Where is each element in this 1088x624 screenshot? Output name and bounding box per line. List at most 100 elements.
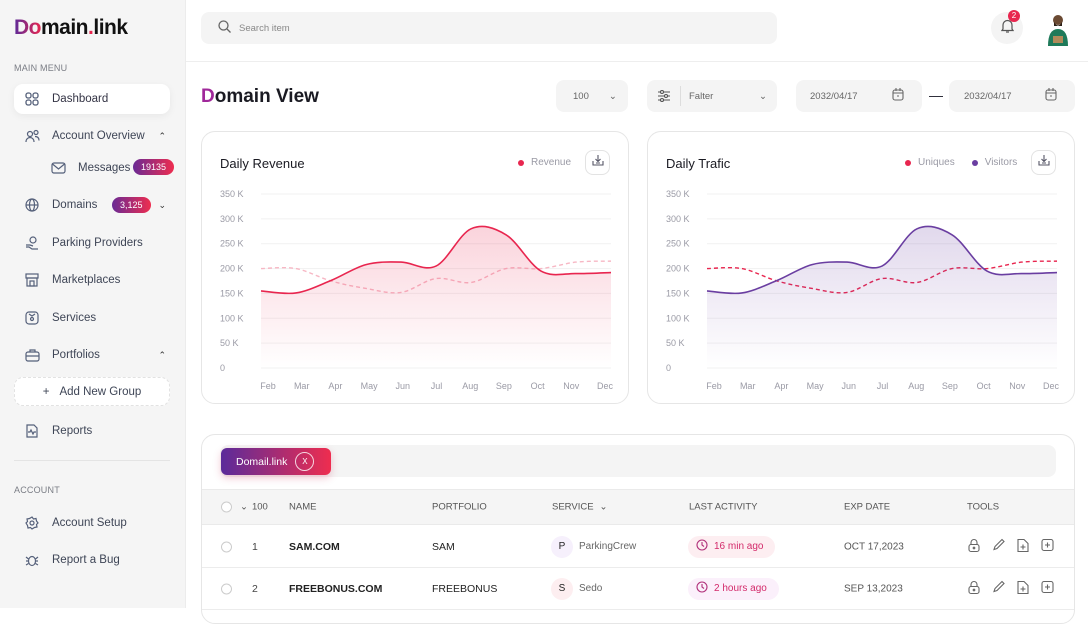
note-add-icon[interactable] xyxy=(1041,538,1054,555)
avatar[interactable] xyxy=(1043,12,1073,46)
legend-uniques: Uniques xyxy=(918,157,955,168)
add-new-group-label: Add New Group xyxy=(59,385,142,398)
sidebar-item-label: Account Overview xyxy=(52,130,145,142)
date-from-picker[interactable]: 2032/04/17 xyxy=(796,80,922,112)
row-count-select[interactable]: ⌄ 100 xyxy=(240,502,268,513)
chevron-down-icon[interactable]: ⌄ xyxy=(158,199,166,210)
row-checkbox[interactable] xyxy=(221,541,232,552)
row-checkbox[interactable] xyxy=(221,583,232,594)
portfolio-name: SAM xyxy=(432,540,455,553)
file-add-icon[interactable] xyxy=(1017,580,1029,597)
filter-select[interactable]: Falter ⌄ xyxy=(647,80,777,112)
date-from-value: 2032/04/17 xyxy=(810,90,858,102)
file-add-icon[interactable] xyxy=(1017,538,1029,555)
notifications-button[interactable]: 2 xyxy=(991,10,1023,44)
sidebar-item-account-setup[interactable]: Account Setup xyxy=(14,508,170,538)
x-tick-label: Aug xyxy=(462,381,478,391)
series-line-0 xyxy=(706,225,1058,295)
y-tick-label: 100 K xyxy=(666,313,690,323)
series-area xyxy=(707,226,1057,368)
x-tick-label: Jun xyxy=(842,381,857,391)
x-tick-label: Nov xyxy=(563,381,580,391)
download-button[interactable] xyxy=(1031,150,1056,175)
header-divider xyxy=(186,61,1088,62)
sidebar-item-messages[interactable]: Messages xyxy=(40,153,170,183)
sidebar-item-dashboard[interactable]: Dashboard xyxy=(14,84,170,114)
column-header-portfolio[interactable]: PORTFOLIO xyxy=(432,501,487,513)
clock-icon xyxy=(696,539,708,554)
x-tick-label: Sep xyxy=(496,381,512,391)
sidebar-item-account-overview[interactable]: Account Overview ⌃ xyxy=(14,121,170,151)
add-new-group-button[interactable]: + Add New Group xyxy=(14,377,170,406)
sidebar-item-domains[interactable]: Domains ⌄ xyxy=(14,190,170,220)
lock-icon[interactable] xyxy=(968,538,980,555)
edit-icon[interactable] xyxy=(992,580,1005,597)
daily-revenue-card: 350 K 300 K 250 K 200 K 150 K 100 K 50 K 0 Feb Ma… xyxy=(201,131,629,404)
x-tick-label: Feb xyxy=(706,381,722,391)
table-header: ⌄ 100 NAME PORTFOLIO SERVICE ⌄ LAST ACTIVI… xyxy=(202,489,1074,525)
x-tick-label: Jul xyxy=(877,381,889,391)
table-row[interactable]: 1 SAM.COM SAM P ParkingCrew 16 min ago OC… xyxy=(202,526,1074,568)
download-icon xyxy=(1037,154,1050,172)
sidebar-item-reports[interactable]: Reports xyxy=(14,416,170,446)
chart-legend: Revenue xyxy=(518,157,571,168)
column-header-name[interactable]: NAME xyxy=(289,501,317,513)
column-header-service[interactable]: SERVICE ⌄ xyxy=(552,502,608,513)
select-all-checkbox[interactable] xyxy=(221,501,232,513)
chevron-up-icon[interactable]: ⌃ xyxy=(158,349,166,360)
page-title-initial: D xyxy=(201,86,215,107)
x-tick-label: May xyxy=(807,381,825,391)
filter-chip[interactable]: Domail.link X xyxy=(221,448,331,475)
bell-icon xyxy=(1000,19,1014,38)
sidebar-item-services[interactable]: Services xyxy=(14,303,170,333)
x-tick-label: Dec xyxy=(597,381,614,391)
sidebar-item-portfolios[interactable]: Portfolios ⌃ xyxy=(14,340,170,370)
date-to-picker[interactable]: 2032/04/17 xyxy=(949,80,1075,112)
sidebar-item-label: Report a Bug xyxy=(52,554,120,566)
note-add-icon[interactable] xyxy=(1041,580,1054,597)
y-tick-label: 250 K xyxy=(220,239,244,249)
row-tools xyxy=(968,580,1054,597)
sidebar-item-label: Services xyxy=(52,312,97,324)
domains-table: Domail.link X ⌄ 100 NAME PORTFOLIO SERVICE… xyxy=(201,434,1075,624)
download-button[interactable] xyxy=(585,150,610,175)
search-input[interactable]: Search item xyxy=(239,22,290,34)
last-activity-text: 16 min ago xyxy=(714,541,764,552)
domain-name[interactable]: SAM.COM xyxy=(289,540,340,553)
row-tools xyxy=(968,538,1054,555)
per-page-select[interactable]: 100 ⌄ xyxy=(556,80,628,112)
sidebar-item-parking-providers[interactable]: Parking Providers xyxy=(14,228,170,258)
domain-name[interactable]: FREEBONUS.COM xyxy=(289,582,383,595)
y-tick-label: 50 K xyxy=(220,338,239,348)
plus-icon: + xyxy=(42,385,50,398)
logo[interactable]: Domain.link xyxy=(14,16,128,40)
users-icon xyxy=(14,129,52,143)
y-tick-label: 150 K xyxy=(220,288,244,298)
sidebar: Domain.link MAIN MENU Dashboard Account … xyxy=(0,0,186,608)
filter-chip-label: Domail.link xyxy=(236,455,288,468)
sidebar-item-marketplaces[interactable]: Marketplaces xyxy=(14,265,170,295)
x-tick-label: Oct xyxy=(977,381,992,391)
lock-icon[interactable] xyxy=(968,580,980,597)
column-header-exp-date[interactable]: EXP DATE xyxy=(844,501,891,513)
sidebar-item-report-bug[interactable]: Report a Bug xyxy=(14,545,170,575)
box-icon xyxy=(14,311,52,325)
search-bar[interactable]: Search item xyxy=(201,12,777,44)
calendar-icon xyxy=(891,88,904,104)
close-icon[interactable]: X xyxy=(295,452,315,471)
main-menu-label: MAIN MENU xyxy=(14,63,68,73)
series-line-0 xyxy=(260,225,612,295)
filter-bar: Domail.link X xyxy=(220,445,1056,477)
y-tick-label: 350 K xyxy=(220,189,244,199)
globe-icon xyxy=(14,198,52,212)
logo-text: main xyxy=(41,16,89,39)
y-tick-label: 250 K xyxy=(666,239,690,249)
last-activity-text: 2 hours ago xyxy=(714,583,767,594)
y-tick-label: 350 K xyxy=(666,189,690,199)
table-row[interactable]: 2 FREEBONUS.COM FREEBONUS S Sedo 2 hours … xyxy=(202,568,1074,610)
logo-tail: link xyxy=(93,16,128,39)
service-name: ParkingCrew xyxy=(579,541,637,552)
edit-icon[interactable] xyxy=(992,538,1005,555)
chevron-up-icon[interactable]: ⌃ xyxy=(158,130,166,141)
column-header-last-activity[interactable]: LAST ACTIVITY xyxy=(689,501,758,513)
